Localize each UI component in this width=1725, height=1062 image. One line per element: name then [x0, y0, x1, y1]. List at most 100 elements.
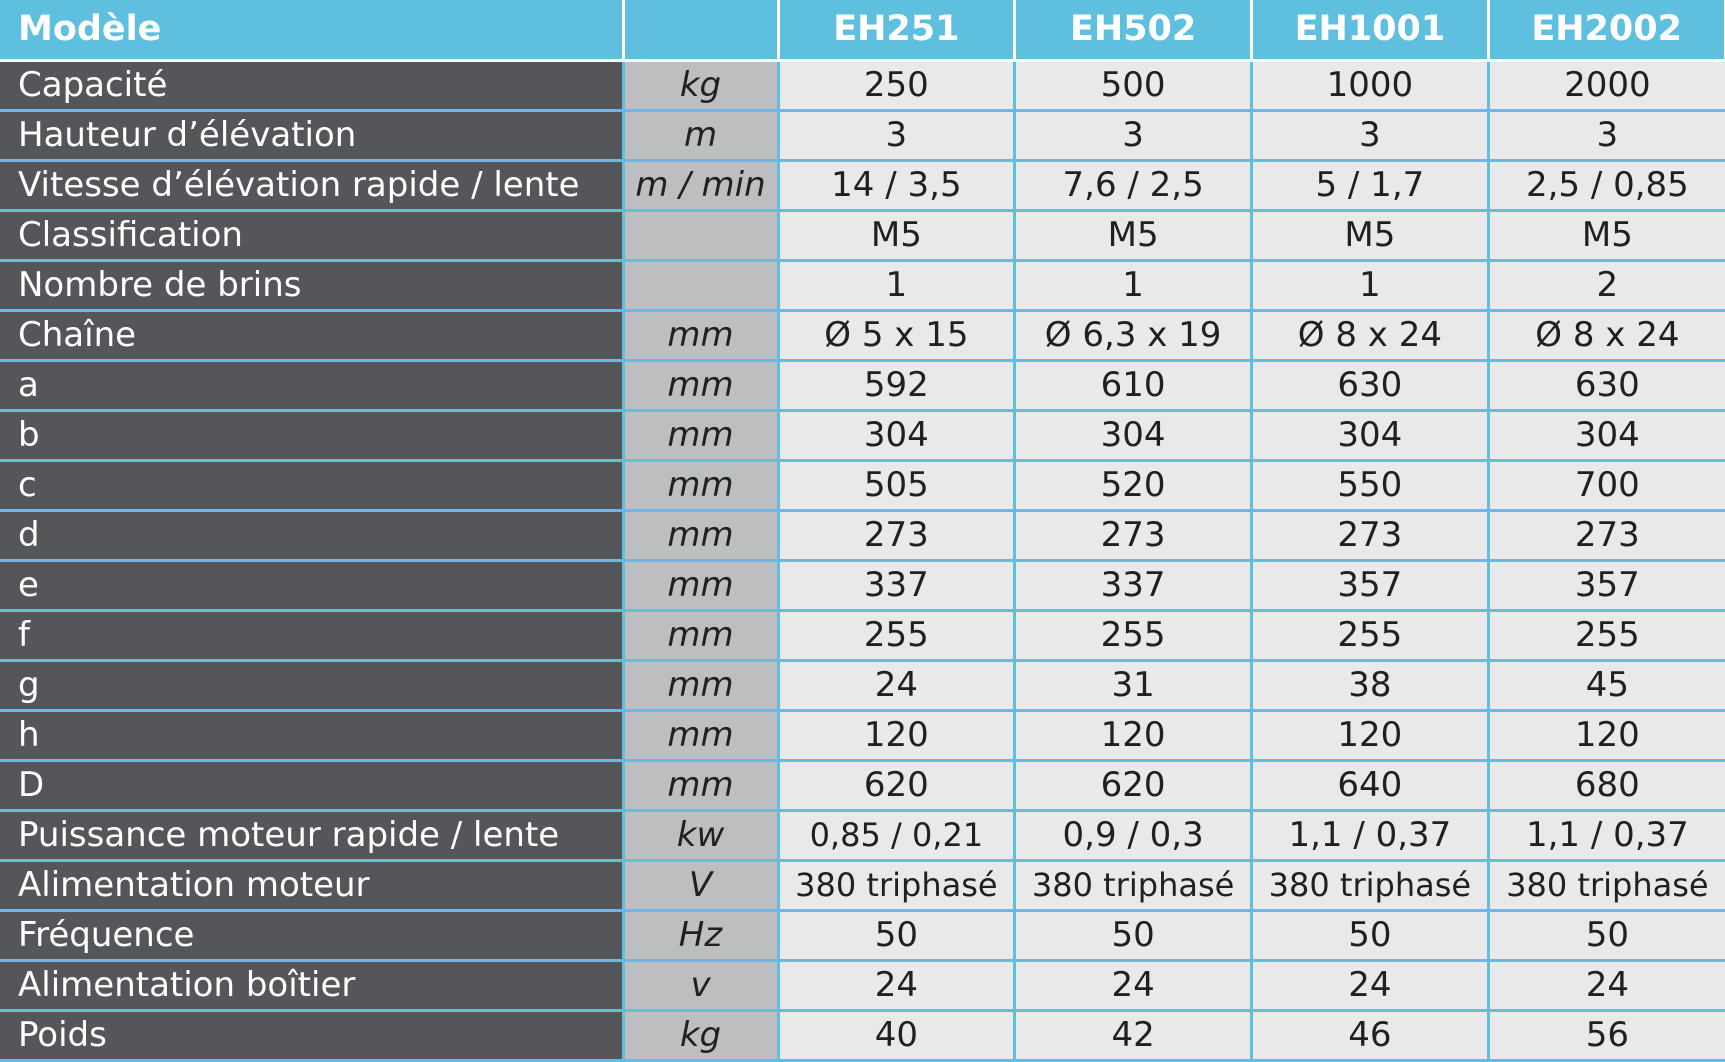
row-value-eh502: 24	[1014, 960, 1253, 1012]
row-value-eh502: 273	[1014, 510, 1253, 562]
row-value-eh251: 304	[778, 410, 1017, 462]
row-value-eh251: 14 / 3,5	[778, 160, 1017, 212]
table-row: Poids kg 40 42 46 56	[0, 1010, 1725, 1062]
row-value-eh251: 255	[778, 610, 1017, 662]
row-unit	[623, 260, 780, 312]
row-value-eh1001: 1	[1251, 260, 1490, 312]
table-row: Fréquence Hz 50 50 50 50	[0, 910, 1725, 962]
row-value-eh1001: 550	[1251, 460, 1490, 512]
row-value-eh251: 0,85 / 0,21	[778, 810, 1017, 862]
row-value-eh251: 120	[778, 710, 1017, 762]
row-value-eh251: 1	[778, 260, 1017, 312]
row-value-eh502: 610	[1014, 360, 1253, 412]
row-label: h	[0, 710, 625, 762]
row-value-eh2002: 45	[1488, 660, 1725, 712]
row-value-eh502: 7,6 / 2,5	[1014, 160, 1253, 212]
table-row: Hauteur d’élévation m 3 3 3 3	[0, 110, 1725, 162]
row-label: a	[0, 360, 625, 412]
table-row: Chaîne mm Ø 5 x 15 Ø 6,3 x 19 Ø 8 x 24 Ø 8 x …	[0, 310, 1725, 362]
row-value-eh1001: 46	[1251, 1010, 1490, 1062]
row-value-eh502: 50	[1014, 910, 1253, 962]
row-value-eh502: Ø 6,3 x 19	[1014, 310, 1253, 362]
header-row: Modèle EH251 EH502 EH1001 EH2002	[0, 0, 1725, 62]
row-value-eh1001: 255	[1251, 610, 1490, 662]
model-header-eh502: EH502	[1014, 0, 1253, 62]
row-label: d	[0, 510, 625, 562]
row-value-eh1001: 273	[1251, 510, 1490, 562]
table-row: Alimentation boîtier v 24 24 24 24	[0, 960, 1725, 1012]
row-value-eh2002: 357	[1488, 560, 1725, 612]
row-value-eh2002: 380 triphasé	[1488, 860, 1725, 912]
row-unit: mm	[623, 460, 780, 512]
row-value-eh1001: 120	[1251, 710, 1490, 762]
row-value-eh502: 337	[1014, 560, 1253, 612]
row-value-eh1001: 24	[1251, 960, 1490, 1012]
row-label: Puissance moteur rapide / lente	[0, 810, 625, 862]
row-value-eh251: 50	[778, 910, 1017, 962]
model-header-label: Modèle	[0, 0, 625, 62]
row-value-eh502: 42	[1014, 1010, 1253, 1062]
row-label: Capacité	[0, 60, 625, 112]
row-label: Nombre de brins	[0, 260, 625, 312]
row-value-eh1001: 1000	[1251, 60, 1490, 112]
row-value-eh1001: 5 / 1,7	[1251, 160, 1490, 212]
row-value-eh251: 380 triphasé	[778, 860, 1017, 912]
row-unit: mm	[623, 360, 780, 412]
row-value-eh502: 255	[1014, 610, 1253, 662]
row-unit: mm	[623, 410, 780, 462]
row-value-eh251: 40	[778, 1010, 1017, 1062]
row-value-eh2002: 255	[1488, 610, 1725, 662]
row-value-eh1001: 50	[1251, 910, 1490, 962]
row-value-eh1001: 630	[1251, 360, 1490, 412]
row-value-eh251: 273	[778, 510, 1017, 562]
table-row: Alimentation moteur V 380 triphasé 380 trip…	[0, 860, 1725, 912]
row-label: Chaîne	[0, 310, 625, 362]
row-label: Hauteur d’élévation	[0, 110, 625, 162]
row-value-eh2002: M5	[1488, 210, 1725, 262]
model-header-eh2002: EH2002	[1488, 0, 1725, 62]
row-value-eh251: 24	[778, 660, 1017, 712]
row-value-eh251: Ø 5 x 15	[778, 310, 1017, 362]
row-value-eh2002: 2	[1488, 260, 1725, 312]
row-value-eh2002: 2000	[1488, 60, 1725, 112]
row-value-eh2002: 24	[1488, 960, 1725, 1012]
row-value-eh2002: 56	[1488, 1010, 1725, 1062]
table-row: Puissance moteur rapide / lente kw 0,85 / …	[0, 810, 1725, 862]
row-value-eh2002: 3	[1488, 110, 1725, 162]
table-row: Classification M5 M5 M5 M5	[0, 210, 1725, 262]
row-value-eh1001: 380 triphasé	[1251, 860, 1490, 912]
row-value-eh2002: 2,5 / 0,85	[1488, 160, 1725, 212]
unit-header	[623, 0, 780, 62]
row-value-eh251: 505	[778, 460, 1017, 512]
row-label: D	[0, 760, 625, 812]
row-label: Alimentation moteur	[0, 860, 625, 912]
row-unit: kw	[623, 810, 780, 862]
row-unit: mm	[623, 310, 780, 362]
model-header-eh251: EH251	[778, 0, 1017, 62]
row-value-eh2002: 630	[1488, 360, 1725, 412]
row-label: g	[0, 660, 625, 712]
row-unit: kg	[623, 1010, 780, 1062]
row-unit: mm	[623, 560, 780, 612]
table-row: a mm 592 610 630 630	[0, 360, 1725, 412]
row-label: Classification	[0, 210, 625, 262]
row-value-eh251: 620	[778, 760, 1017, 812]
row-value-eh251: M5	[778, 210, 1017, 262]
row-value-eh251: 3	[778, 110, 1017, 162]
table-row: Vitesse d’élévation rapide / lente m / mi…	[0, 160, 1725, 212]
row-value-eh1001: 1,1 / 0,37	[1251, 810, 1490, 862]
row-value-eh2002: 273	[1488, 510, 1725, 562]
row-value-eh1001: 3	[1251, 110, 1490, 162]
row-unit	[623, 210, 780, 262]
table-row: Nombre de brins 1 1 1 2	[0, 260, 1725, 312]
row-value-eh2002: 304	[1488, 410, 1725, 462]
row-value-eh2002: 120	[1488, 710, 1725, 762]
row-value-eh251: 592	[778, 360, 1017, 412]
row-value-eh502: 0,9 / 0,3	[1014, 810, 1253, 862]
row-label: Poids	[0, 1010, 625, 1062]
row-unit: mm	[623, 710, 780, 762]
row-value-eh2002: 1,1 / 0,37	[1488, 810, 1725, 862]
row-value-eh502: M5	[1014, 210, 1253, 262]
